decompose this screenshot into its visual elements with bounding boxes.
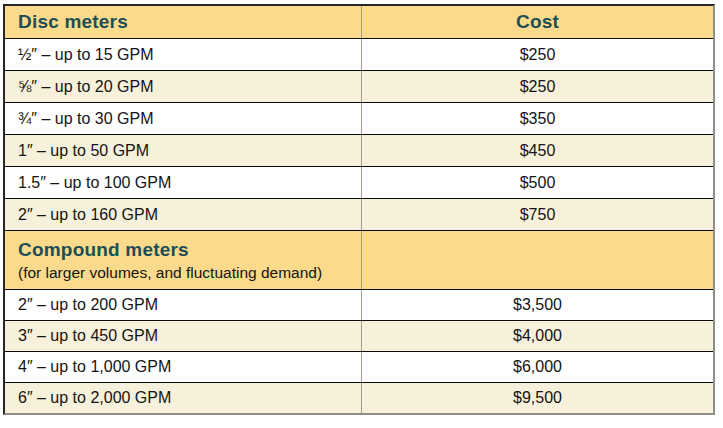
meter-size-cell: 4″ – up to 1,000 GPM — [5, 352, 362, 382]
cost-cell: $500 — [362, 167, 713, 198]
cost-value: $750 — [362, 206, 713, 224]
meter-size-label: 1.5″ – up to 100 GPM — [18, 174, 355, 192]
cost-value: $6,000 — [362, 358, 713, 376]
meter-size-cell: ¾″ – up to 30 GPM — [5, 103, 362, 134]
compound-meters-section-header: Compound meters (for larger volumes, and… — [5, 230, 713, 289]
cost-cell: $9,500 — [362, 383, 713, 413]
table-header-row: Disc meters Cost — [5, 6, 713, 38]
table-row: ⅝″ – up to 20 GPM $250 — [5, 70, 713, 102]
cost-value: $250 — [362, 46, 713, 64]
table-row: 6″ – up to 2,000 GPM $9,500 — [5, 382, 713, 413]
meter-size-label: 3″ – up to 450 GPM — [18, 327, 355, 345]
table-row: 1″ – up to 50 GPM $450 — [5, 134, 713, 166]
meter-size-label: 6″ – up to 2,000 GPM — [18, 389, 355, 407]
meter-size-cell: 1.5″ – up to 100 GPM — [5, 167, 362, 198]
cost-value: $250 — [362, 78, 713, 96]
cost-cell: $250 — [362, 71, 713, 102]
table-row: ¾″ – up to 30 GPM $350 — [5, 102, 713, 134]
header-cell-cost: Cost — [362, 6, 713, 38]
table-row: 3″ – up to 450 GPM $4,000 — [5, 320, 713, 351]
meter-size-cell: 3″ – up to 450 GPM — [5, 321, 362, 351]
cost-value: $500 — [362, 174, 713, 192]
meter-pricing-table: Disc meters Cost ½″ – up to 15 GPM $250 … — [3, 4, 715, 415]
meter-size-cell: ½″ – up to 15 GPM — [5, 39, 362, 70]
cost-cell: $750 — [362, 199, 713, 230]
meter-size-label: 2″ – up to 160 GPM — [18, 206, 355, 224]
compound-meters-title: Compound meters — [18, 238, 355, 262]
disc-meters-header-label: Disc meters — [18, 11, 355, 33]
cost-cell: $6,000 — [362, 352, 713, 382]
table-row: 4″ – up to 1,000 GPM $6,000 — [5, 351, 713, 382]
cost-cell: $450 — [362, 135, 713, 166]
cost-value: $3,500 — [362, 296, 713, 314]
cost-value: $9,500 — [362, 389, 713, 407]
meter-size-cell: ⅝″ – up to 20 GPM — [5, 71, 362, 102]
meter-size-label: ⅝″ – up to 20 GPM — [18, 78, 355, 96]
meter-size-label: 2″ – up to 200 GPM — [18, 296, 355, 314]
cost-cell: $3,500 — [362, 290, 713, 320]
cost-value: $350 — [362, 110, 713, 128]
meter-size-cell: 2″ – up to 160 GPM — [5, 199, 362, 230]
cost-cell: $350 — [362, 103, 713, 134]
cost-value: $4,000 — [362, 327, 713, 345]
section-header-cell: Compound meters (for larger volumes, and… — [5, 231, 362, 289]
meter-size-label: ¾″ – up to 30 GPM — [18, 110, 355, 128]
meter-size-cell: 1″ – up to 50 GPM — [5, 135, 362, 166]
meter-size-cell: 6″ – up to 2,000 GPM — [5, 383, 362, 413]
meter-size-label: 1″ – up to 50 GPM — [18, 142, 355, 160]
meter-size-cell: 2″ – up to 200 GPM — [5, 290, 362, 320]
table-row: 2″ – up to 160 GPM $750 — [5, 198, 713, 230]
compound-meters-subtitle: (for larger volumes, and fluctuating dem… — [18, 263, 355, 282]
table-row: 2″ – up to 200 GPM $3,500 — [5, 289, 713, 320]
meter-size-label: ½″ – up to 15 GPM — [18, 46, 355, 64]
cost-value: $450 — [362, 142, 713, 160]
table-row: 1.5″ – up to 100 GPM $500 — [5, 166, 713, 198]
cost-cell: $250 — [362, 39, 713, 70]
cost-cell: $4,000 — [362, 321, 713, 351]
section-header-empty-cell — [362, 231, 713, 289]
cost-header-label: Cost — [362, 11, 713, 33]
table-row: ½″ – up to 15 GPM $250 — [5, 38, 713, 70]
meter-size-label: 4″ – up to 1,000 GPM — [18, 358, 355, 376]
header-cell-disc-meters: Disc meters — [5, 6, 362, 38]
